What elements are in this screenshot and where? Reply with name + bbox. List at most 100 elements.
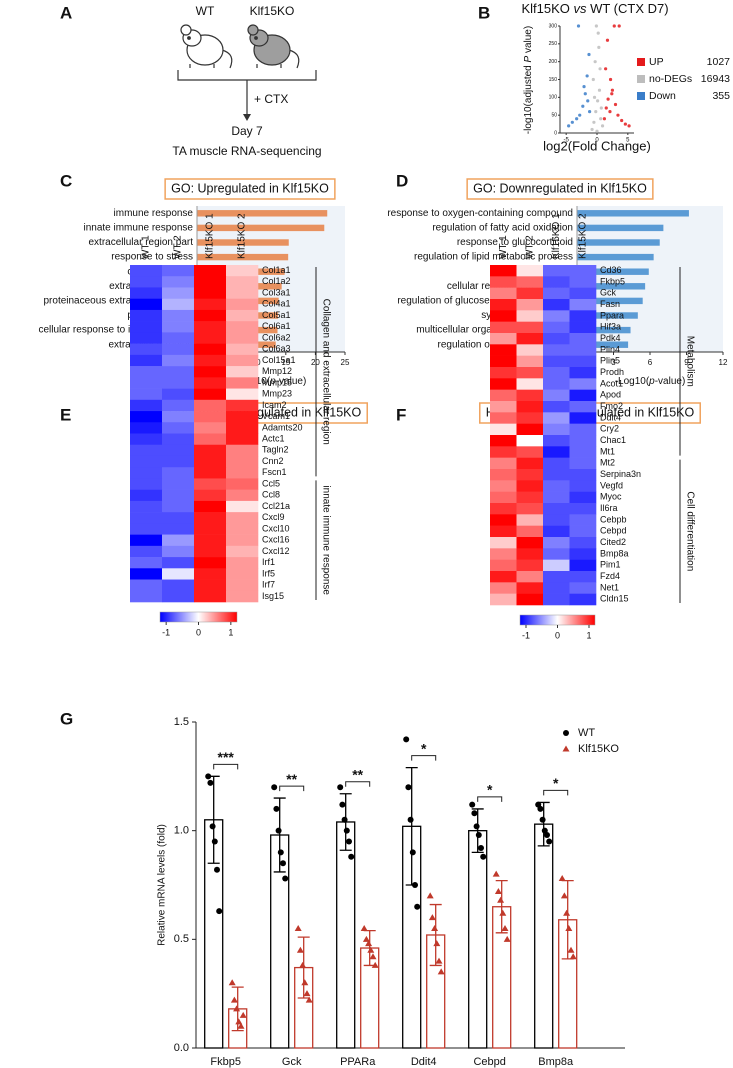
heatmap-cell (543, 446, 570, 458)
heatmap-cell (194, 287, 227, 299)
heatmap-cell (130, 265, 163, 277)
point (560, 892, 568, 899)
bar (577, 326, 631, 334)
y-tick-label: 0.0 (174, 1042, 189, 1054)
heatmap-cell (226, 343, 259, 356)
row-label: Col4a1 (262, 299, 291, 309)
category-label: response to oxygen-containing compound (387, 208, 573, 219)
heatmap-cell (194, 568, 227, 580)
heatmap-cell (543, 423, 570, 436)
bar (577, 268, 649, 275)
point (539, 816, 546, 823)
significance-bracket (411, 755, 437, 761)
heatmap-cell (490, 514, 517, 526)
heatmap-cell (226, 366, 259, 378)
heatmap-cell (194, 500, 227, 513)
column-label: Klf15KO 2 (237, 213, 248, 259)
point (578, 113, 582, 117)
point (273, 805, 280, 812)
colorbar-tick-label: -1 (162, 627, 170, 637)
heatmap-cell (226, 377, 259, 389)
point (499, 909, 507, 916)
heatmap-cell (516, 593, 544, 606)
x-axis-label-part: -value) (276, 376, 307, 387)
column-label: Klf15KO 2 (577, 213, 588, 259)
category-label: response to stress (111, 252, 193, 263)
heatmap-cell (226, 411, 259, 423)
y-axis-label-part: value) (523, 26, 534, 56)
heatmap-cell (516, 378, 544, 390)
category-label: extracellular region part (89, 237, 194, 248)
heatmap-cell (490, 389, 517, 402)
heatmap-cell (490, 265, 517, 277)
heatmap-cell (226, 422, 259, 434)
significance-bracket (543, 789, 569, 796)
heatmap-cell (162, 399, 195, 412)
point (303, 990, 311, 997)
row-label: Cd36 (600, 265, 622, 275)
heatmap-cell (490, 593, 517, 606)
heatmap-cell (569, 480, 597, 492)
point (230, 996, 238, 1003)
heatmap-cell (543, 299, 570, 311)
heatmap-cell (490, 367, 517, 379)
heatmap-cell (516, 469, 544, 481)
column-label: Klf15KO 1 (551, 213, 562, 259)
point (558, 874, 566, 881)
heatmap-cell (194, 444, 227, 457)
heatmap-cell (543, 321, 570, 334)
heatmap-cell (162, 388, 195, 401)
group-label: Metabolism (684, 336, 695, 387)
panel-label: A (60, 3, 72, 22)
column-label: Klf15KO 1 (205, 213, 216, 259)
heatmap-cell (130, 568, 163, 580)
point (405, 784, 412, 791)
row-label: Mmp23 (262, 389, 292, 399)
heatmap-cell (490, 503, 517, 515)
row-label: Ppara (600, 310, 624, 320)
x-tick-label: Bmp8a (538, 1056, 574, 1068)
heatmap-cell (162, 579, 195, 592)
heatmap-cell (490, 559, 517, 572)
point (569, 953, 577, 960)
heatmap-cell (194, 332, 227, 344)
column-label: WT 1 (498, 235, 509, 259)
significance-bracket (477, 796, 503, 802)
y-tick-label: 300 (549, 23, 558, 29)
title-box (164, 178, 336, 200)
heatmap-cell (194, 309, 227, 322)
point (280, 860, 286, 867)
heatmap-cell (130, 433, 163, 446)
heatmap-cell (543, 571, 570, 583)
arrow-head (243, 114, 251, 121)
heatmap-cell (226, 298, 259, 311)
panel-label: D (396, 171, 408, 190)
heatmap-cell (490, 333, 517, 345)
heatmap-cell (130, 354, 163, 367)
point (562, 745, 570, 752)
point (494, 888, 502, 895)
point (360, 924, 368, 931)
heatmap-cell (516, 548, 544, 560)
point (503, 935, 511, 942)
point (237, 1022, 245, 1029)
row-label: Myoc (600, 492, 622, 502)
heatmap-cell (226, 332, 259, 344)
heatmap-cell (569, 537, 597, 549)
heatmap-cell (194, 512, 227, 524)
heatmap-cell (226, 388, 259, 401)
heatmap-cell (194, 579, 227, 592)
heatmap-cell (569, 355, 597, 368)
row-label: Fkbp5 (600, 276, 625, 286)
heatmap-cell (516, 514, 544, 526)
heatmap-cell (543, 435, 570, 447)
group-label: innate immune response (320, 485, 331, 595)
heatmap-cell (543, 525, 570, 538)
panel-title: GO: Downregulated in Klf15KO (473, 181, 647, 195)
row-label: Pim1 (600, 560, 621, 570)
x-tick-label: 3 (611, 358, 616, 367)
heatmap-cell (569, 367, 597, 379)
heatmap-cell (194, 321, 227, 333)
heatmap-cell (490, 537, 517, 549)
heatmap-cell (543, 276, 570, 288)
